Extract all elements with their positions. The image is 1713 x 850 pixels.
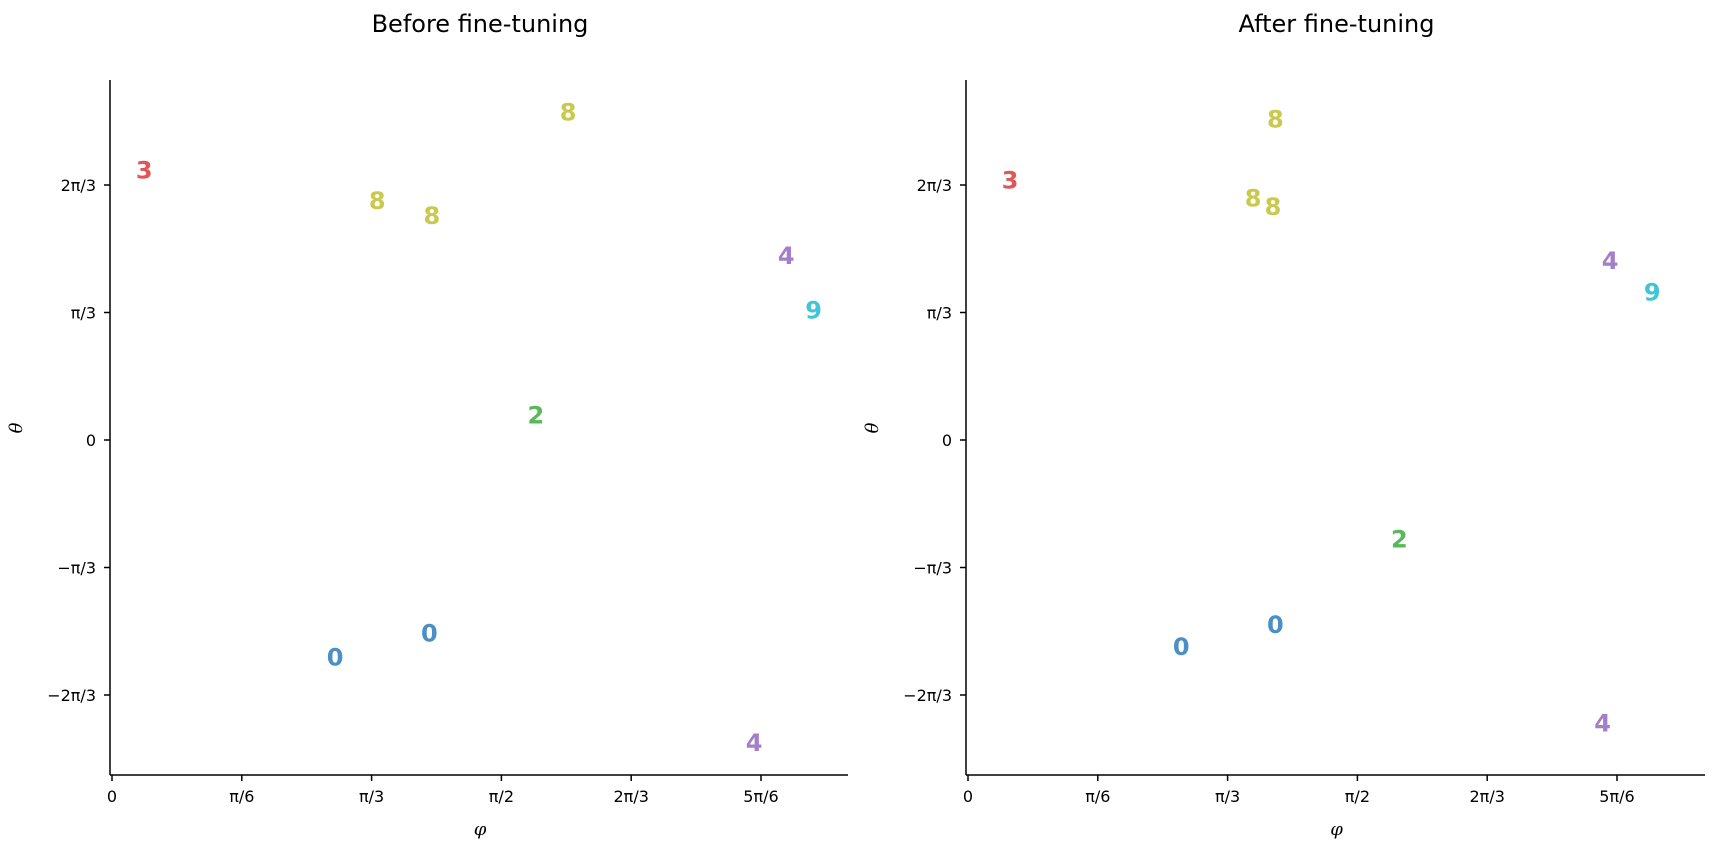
- after-y-axis-label: θ: [862, 422, 883, 433]
- before-chart-title: Before fine-tuning: [372, 10, 589, 38]
- before-digit-point: 8: [423, 202, 440, 230]
- after-digit-point: 2: [1391, 526, 1408, 554]
- after-x-tick-label: 2π/3: [1470, 787, 1505, 806]
- before-digit-point: 0: [421, 619, 438, 647]
- after-digit-point: 9: [1644, 278, 1661, 306]
- before-digit-point: 8: [369, 187, 386, 215]
- before-x-tick-label: π/6: [229, 787, 254, 806]
- after-y-tick-label: −π/3: [913, 559, 952, 578]
- after-x-tick-label: π/6: [1085, 787, 1110, 806]
- after-digit-point: 0: [1173, 633, 1190, 661]
- before-y-tick-label: 0: [86, 431, 96, 450]
- after-digit-point: 4: [1594, 709, 1611, 737]
- after-y-tick-label: π/3: [927, 304, 952, 323]
- after-x-tick-label: 5π/6: [1599, 787, 1634, 806]
- after-x-tick-label: 0: [963, 787, 973, 806]
- after-y-tick-label: 2π/3: [917, 176, 952, 195]
- before-digit-point: 4: [746, 729, 763, 757]
- after-x-tick-label: π/3: [1215, 787, 1240, 806]
- before-y-tick-label: 2π/3: [61, 176, 96, 195]
- before-y-tick-label: −2π/3: [47, 686, 96, 705]
- after-digit-point: 3: [1002, 166, 1019, 194]
- before-digit-point: 8: [560, 98, 577, 126]
- before-y-axis-label: θ: [6, 422, 27, 433]
- after-digit-point: 4: [1602, 247, 1619, 275]
- before-x-axis-label: φ: [474, 819, 487, 840]
- before-x-tick-label: 0: [107, 787, 117, 806]
- before-digit-point: 4: [778, 242, 795, 270]
- after-y-tick-label: −2π/3: [903, 686, 952, 705]
- after-digit-point: 0: [1267, 611, 1284, 639]
- after-x-axis-label: φ: [1330, 819, 1343, 840]
- before-digit-point: 2: [528, 401, 545, 429]
- before-digit-point: 9: [805, 297, 822, 325]
- before-digit-point: 3: [136, 157, 153, 185]
- before-x-tick-label: 5π/6: [743, 787, 778, 806]
- after-y-tick-label: 0: [942, 431, 952, 450]
- before-x-tick-label: 2π/3: [614, 787, 649, 806]
- after-chart-title: After fine-tuning: [1239, 10, 1435, 38]
- before-x-tick-label: π/2: [489, 787, 514, 806]
- before-x-tick-label: π/3: [359, 787, 384, 806]
- before-digit-point: 0: [327, 644, 344, 672]
- after-digit-point: 8: [1267, 106, 1284, 134]
- before-y-tick-label: π/3: [71, 304, 96, 323]
- before-y-tick-label: −π/3: [57, 559, 96, 578]
- after-digit-point: 8: [1265, 193, 1282, 221]
- after-digit-point: 8: [1245, 185, 1262, 213]
- after-x-tick-label: π/2: [1345, 787, 1370, 806]
